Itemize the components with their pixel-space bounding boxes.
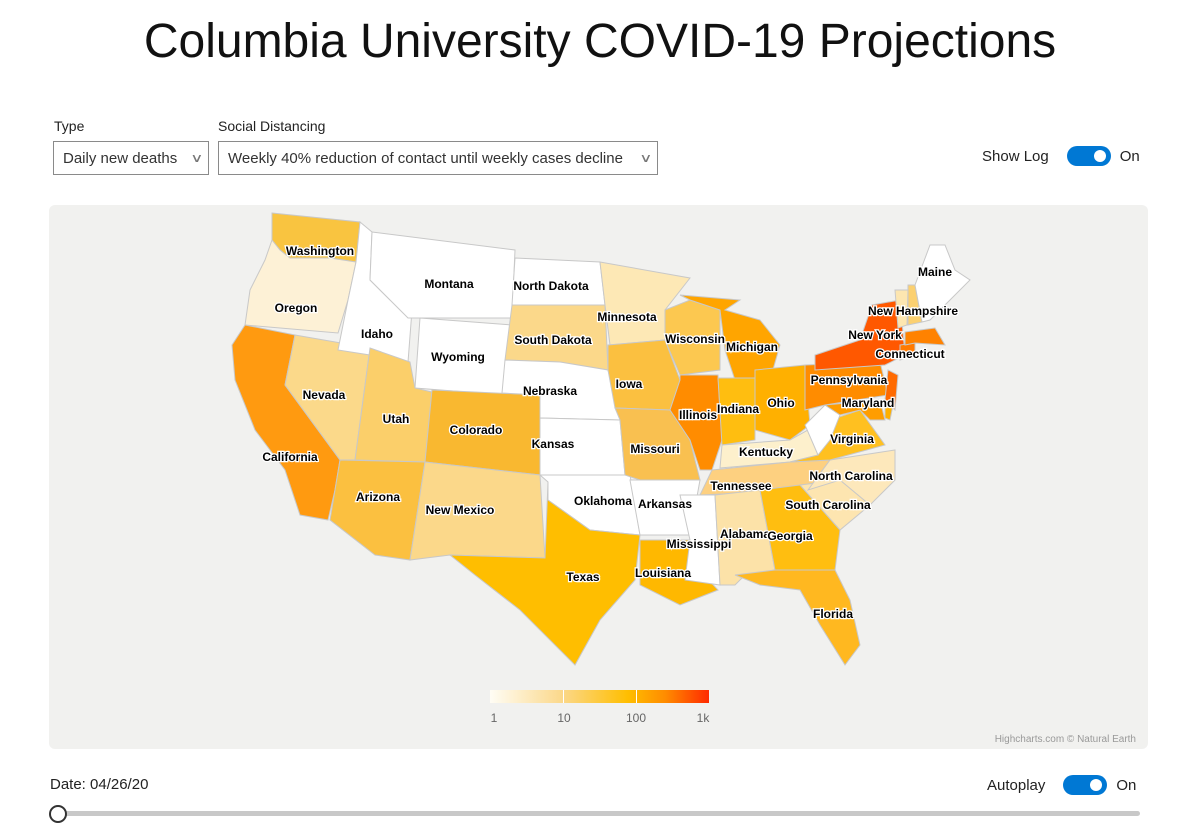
type-select[interactable]: Daily new deaths ∨ <box>53 141 209 175</box>
state-maine[interactable] <box>914 244 971 323</box>
show-log-control: Show Log On <box>982 146 1140 166</box>
date-label: Date: 04/26/20 <box>50 776 149 793</box>
color-legend <box>490 690 709 703</box>
state-label-wyoming: Wyoming <box>431 350 485 364</box>
state-label-tennessee: Tennessee <box>710 479 771 493</box>
legend-tick: 1k <box>696 711 710 725</box>
date-slider-thumb[interactable] <box>49 805 67 823</box>
state-label-north-carolina: North Carolina <box>809 469 893 483</box>
state-label-new-hampshire: New Hampshire <box>868 304 958 318</box>
state-label-mississippi: Mississippi <box>667 537 732 551</box>
state-label-maine: Maine <box>918 265 952 279</box>
state-ohio[interactable] <box>754 364 811 441</box>
state-label-missouri: Missouri <box>630 442 679 456</box>
state-michigan[interactable] <box>679 294 781 381</box>
state-label-texas: Texas <box>566 570 599 584</box>
show-log-label: Show Log <box>982 147 1049 165</box>
state-label-oregon: Oregon <box>275 301 318 315</box>
legend-divider <box>563 690 564 703</box>
state-label-arizona: Arizona <box>356 490 400 504</box>
state-label-michigan: Michigan <box>726 340 778 354</box>
state-label-california: California <box>262 450 318 464</box>
state-vermont[interactable] <box>894 289 909 329</box>
state-indiana[interactable] <box>717 377 756 446</box>
state-label-idaho: Idaho <box>361 327 393 341</box>
state-florida[interactable] <box>734 569 861 666</box>
state-label-illinois: Illinois <box>679 408 717 422</box>
state-label-kansas: Kansas <box>532 437 575 451</box>
state-new-york[interactable] <box>814 299 906 371</box>
state-label-arkansas: Arkansas <box>638 497 692 511</box>
state-massachusetts[interactable] <box>904 327 946 346</box>
state-label-new-york: New York <box>848 328 902 342</box>
state-label-wisconsin: Wisconsin <box>665 332 725 346</box>
state-label-nebraska: Nebraska <box>523 384 577 398</box>
map-credit[interactable]: Highcharts.com © Natural Earth <box>994 734 1136 745</box>
state-label-nevada: Nevada <box>303 388 346 402</box>
state-label-north-dakota: North Dakota <box>513 279 589 293</box>
type-select-value: Daily new deaths <box>63 149 178 167</box>
autoplay-toggle[interactable] <box>1063 775 1108 795</box>
state-label-south-dakota: South Dakota <box>514 333 592 347</box>
legend-divider <box>636 690 637 703</box>
state-texas[interactable] <box>448 481 641 666</box>
legend-tick: 1 <box>490 711 498 725</box>
chevron-down-icon: ∨ <box>639 151 653 165</box>
autoplay-control: Autoplay On <box>987 775 1136 795</box>
state-label-ohio: Ohio <box>767 396 794 410</box>
state-label-utah: Utah <box>383 412 410 426</box>
state-georgia[interactable] <box>759 484 841 571</box>
state-label-pennsylvania: Pennsylvania <box>811 373 888 387</box>
date-slider-track[interactable] <box>56 811 1140 816</box>
state-label-south-carolina: South Carolina <box>785 498 871 512</box>
social-distancing-select[interactable]: Weekly 40% reduction of contact until we… <box>218 141 658 175</box>
state-label-alabama: Alabama <box>720 527 770 541</box>
state-label-kentucky: Kentucky <box>739 445 793 459</box>
state-label-connecticut: Connecticut <box>875 347 944 361</box>
state-mississippi[interactable] <box>679 494 721 586</box>
state-label-minnesota: Minnesota <box>597 310 657 324</box>
legend-tick: 10 <box>557 711 571 725</box>
social-distancing-select-value: Weekly 40% reduction of contact until we… <box>228 149 623 167</box>
state-new-jersey[interactable] <box>884 369 899 412</box>
legend-tick: 100 <box>625 711 647 725</box>
state-label-indiana: Indiana <box>717 402 759 416</box>
state-label-louisiana: Louisiana <box>635 566 691 580</box>
show-log-toggle[interactable] <box>1066 146 1111 166</box>
state-label-oklahoma: Oklahoma <box>574 494 632 508</box>
state-label-maryland: Maryland <box>842 396 895 410</box>
state-label-montana: Montana <box>424 277 474 291</box>
chevron-down-icon: ∨ <box>190 151 204 165</box>
state-west-virginia[interactable] <box>804 404 841 456</box>
show-log-state: On <box>1119 147 1140 165</box>
state-label-new-mexico: New Mexico <box>426 503 495 517</box>
state-label-georgia: Georgia <box>767 529 813 543</box>
state-arizona[interactable] <box>329 459 426 561</box>
state-label-virginia: Virginia <box>830 432 874 446</box>
autoplay-state: On <box>1116 776 1137 794</box>
state-label-florida: Florida <box>813 607 853 621</box>
state-label-washington: Washington <box>286 244 354 258</box>
state-label-colorado: Colorado <box>450 423 503 437</box>
type-label: Type <box>54 118 85 134</box>
social-distancing-label: Social Distancing <box>218 118 326 134</box>
state-maryland[interactable] <box>823 399 886 421</box>
autoplay-label: Autoplay <box>987 776 1046 794</box>
page-title: Columbia University COVID-19 Projections <box>143 15 1057 68</box>
state-label-iowa: Iowa <box>616 377 643 391</box>
